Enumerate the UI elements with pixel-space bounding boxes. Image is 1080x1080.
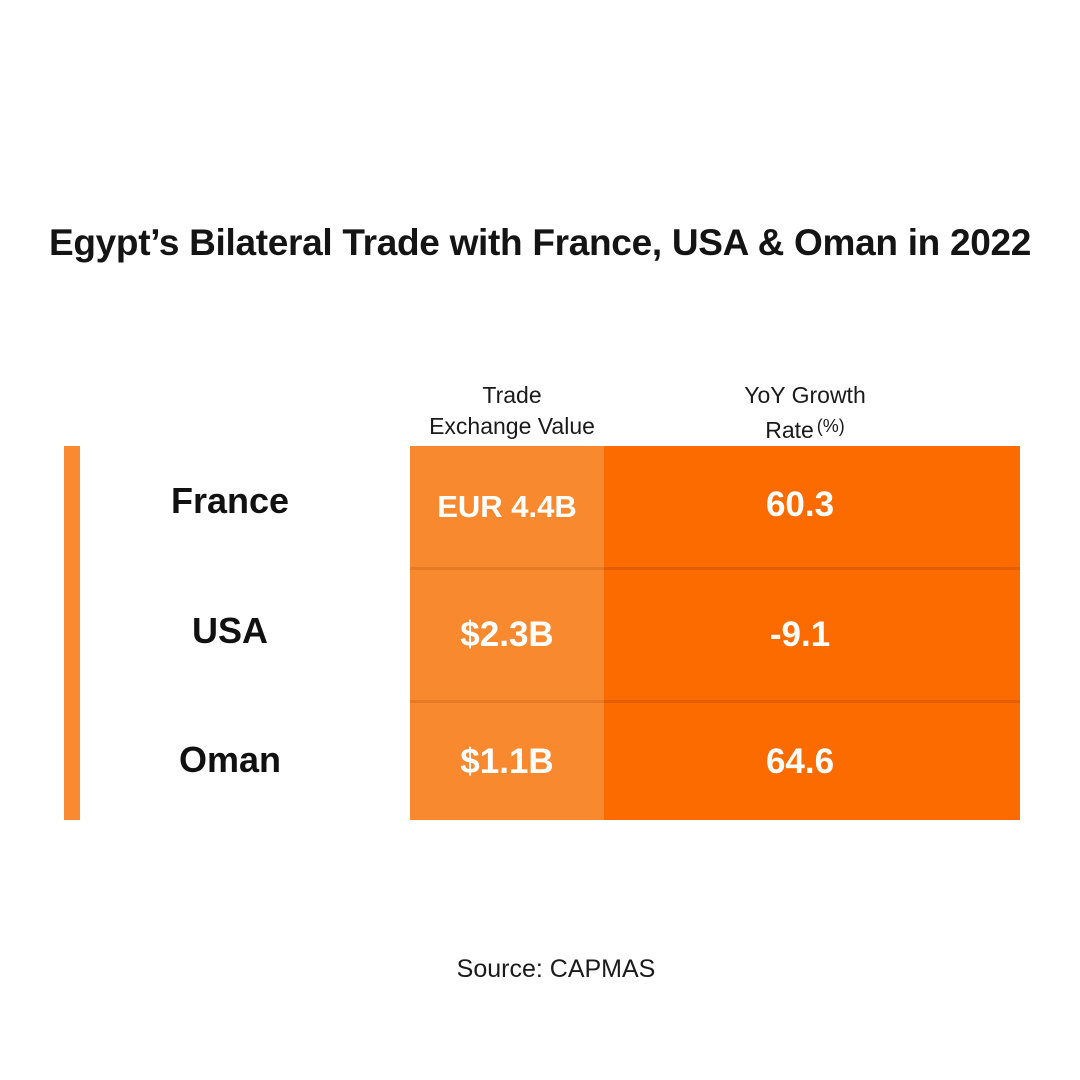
row-label-france: France	[170, 480, 290, 521]
growth-rate-cell: -9.1	[604, 567, 1020, 700]
row-label-usa: USA	[191, 610, 268, 651]
row-label-oman: Oman	[178, 739, 282, 780]
growth-rate-cell: 64.6	[604, 700, 1020, 820]
column-header-growth-rate: YoY Growth Rate (%)	[700, 380, 910, 446]
column-header-trade-line2: Exchange Value	[429, 413, 595, 439]
trade-value-cell: $2.3B	[410, 567, 604, 700]
column-header-growth-unit: (%)	[816, 416, 845, 436]
trade-value-cell: EUR 4.4B	[410, 446, 604, 567]
column-header-trade-line1: Trade	[482, 382, 542, 408]
column-header-trade-value: Trade Exchange Value	[412, 380, 612, 442]
chart-title: Egypt’s Bilateral Trade with France, USA…	[48, 222, 1032, 263]
accent-side-bar	[64, 446, 80, 820]
growth-rate-cell: 60.3	[604, 446, 1020, 567]
column-header-growth-line2: Rate	[765, 417, 814, 443]
source-note: Source: CAPMAS	[456, 955, 656, 983]
column-header-growth-line1: YoY Growth	[744, 382, 866, 408]
trade-value-cell: $1.1B	[410, 700, 604, 820]
